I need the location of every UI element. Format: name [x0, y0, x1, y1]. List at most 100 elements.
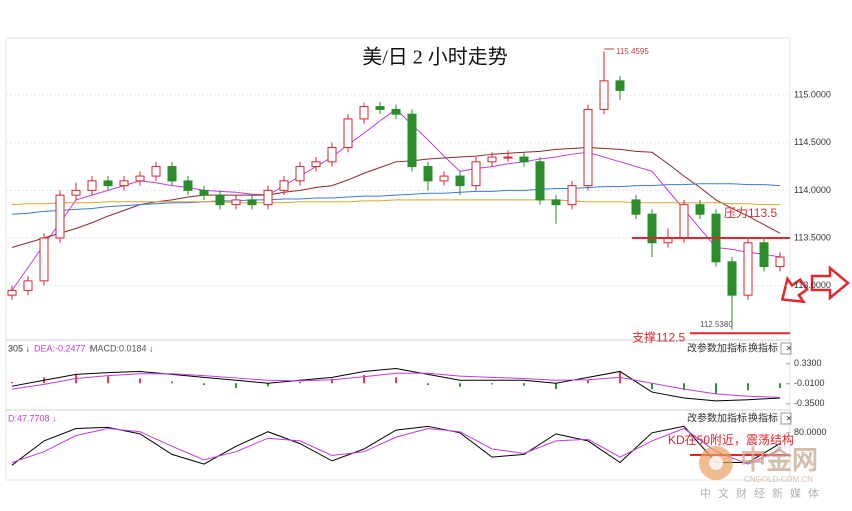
- y-tick-label: 115.0000: [794, 90, 831, 100]
- candle-body: [487, 156, 497, 163]
- macd-bar: [107, 376, 109, 384]
- candle-body: [727, 261, 737, 296]
- candle-body: [759, 242, 769, 268]
- macd-bar: [651, 383, 653, 390]
- candle-body: [39, 237, 49, 282]
- candle-body: [407, 113, 417, 168]
- candle-body: [119, 180, 129, 187]
- indicator-button: 换指标: [748, 342, 778, 355]
- candle-body: [103, 180, 113, 187]
- macd-line: [11, 368, 781, 402]
- y-tick-label: -0.0100: [794, 378, 825, 388]
- low-label: 112.5380: [700, 320, 733, 329]
- support-label: 支撑112.5: [632, 329, 685, 344]
- macd-bar: [395, 377, 397, 384]
- macd-bar: [171, 381, 173, 384]
- y-tick-label: 0.3300: [794, 358, 822, 368]
- candle-body: [679, 204, 689, 239]
- candle-body: [439, 175, 449, 182]
- candle-body: [599, 80, 609, 110]
- candle-body: [55, 194, 65, 239]
- macd-bar: [459, 383, 461, 387]
- candle-body: [199, 189, 209, 196]
- indicator-header: D:47.7708 ↓: [8, 413, 57, 423]
- candle-body: [455, 175, 465, 187]
- candle-body: [391, 108, 401, 115]
- macd-bar: [235, 383, 237, 388]
- macd-bar: [555, 383, 557, 390]
- macd-bar: [715, 383, 717, 394]
- candle-body: [359, 106, 369, 120]
- indicator-button: ×: [786, 414, 792, 425]
- candle-body: [135, 175, 145, 182]
- chart-title: 美/日 2 小时走势: [362, 46, 508, 69]
- ma-line: [11, 199, 780, 206]
- candle-body: [311, 161, 321, 168]
- candle-body: [7, 289, 17, 296]
- watermark-name: 中金网: [740, 445, 818, 475]
- candle-body: [615, 80, 625, 91]
- indicator-button: 加指标: [717, 412, 747, 425]
- resistance-label: 压力113.5: [724, 206, 777, 220]
- indicator-button: 改参数: [687, 342, 717, 355]
- macd-bar: [779, 383, 781, 388]
- candle-body: [567, 185, 577, 206]
- candle-body: [423, 166, 433, 182]
- y-tick-label: 114.0000: [794, 185, 831, 195]
- y-tick-label: 113.0000: [794, 280, 831, 290]
- kd-line: [11, 425, 781, 466]
- y-tick-label: -0.3500: [794, 398, 825, 408]
- watermark-logo-inner: [709, 456, 723, 470]
- y-tick-label: 80.0000: [794, 427, 827, 437]
- y-tick-label: 114.5000: [794, 137, 831, 147]
- macd-bar: [203, 383, 205, 386]
- macd-bar: [299, 382, 301, 384]
- macd-bar: [747, 383, 749, 391]
- watermark-slogan: 中文财经新媒体: [700, 486, 826, 500]
- indicator-header: DEA:-0.2477 ↑: [34, 343, 93, 353]
- candle-body: [151, 166, 161, 177]
- indicator-button: 换指标: [748, 412, 778, 425]
- indicator-button: 改参数: [687, 412, 717, 425]
- close-box: [780, 412, 792, 425]
- macd-bar: [11, 382, 13, 384]
- macd-bar: [363, 374, 365, 384]
- candle-body: [519, 156, 529, 163]
- candle-body: [695, 204, 705, 215]
- candle-body: [279, 180, 289, 191]
- candle-body: [375, 106, 385, 110]
- candle-body: [71, 189, 81, 196]
- candle-body: [647, 213, 657, 244]
- macd-bar: [491, 383, 493, 385]
- candle-body: [551, 199, 561, 206]
- close-box: [780, 342, 792, 355]
- macd-bar: [139, 378, 141, 384]
- candle-body: [247, 199, 257, 206]
- macd-bar: [331, 378, 333, 384]
- candle-body: [343, 118, 353, 149]
- kd-line: [11, 427, 781, 465]
- indicator-button: ×: [786, 344, 792, 355]
- candle-body: [503, 156, 513, 159]
- macd-bar: [587, 380, 589, 384]
- red-arrows: [780, 265, 850, 304]
- candle-body: [183, 180, 193, 191]
- indicator-button: 加指标: [717, 342, 747, 355]
- macd-bar: [683, 383, 685, 391]
- watermark-url: CNGOLD.COM.CN: [744, 475, 813, 484]
- candle-body: [295, 166, 305, 182]
- candle-body: [263, 189, 273, 206]
- candle-body: [471, 161, 481, 187]
- candle-body: [215, 194, 225, 206]
- ma-line: [11, 183, 781, 215]
- candle-body: [775, 256, 785, 268]
- candle-body: [631, 199, 641, 215]
- candle-body: [743, 242, 753, 296]
- macd-bar: [523, 383, 525, 386]
- candle-body: [23, 280, 33, 291]
- candle-body: [535, 161, 545, 201]
- peak-label: 115.4595: [616, 47, 649, 56]
- macd-bar: [427, 383, 429, 386]
- indicator-header: MACD:0.0184 ↓: [90, 343, 154, 353]
